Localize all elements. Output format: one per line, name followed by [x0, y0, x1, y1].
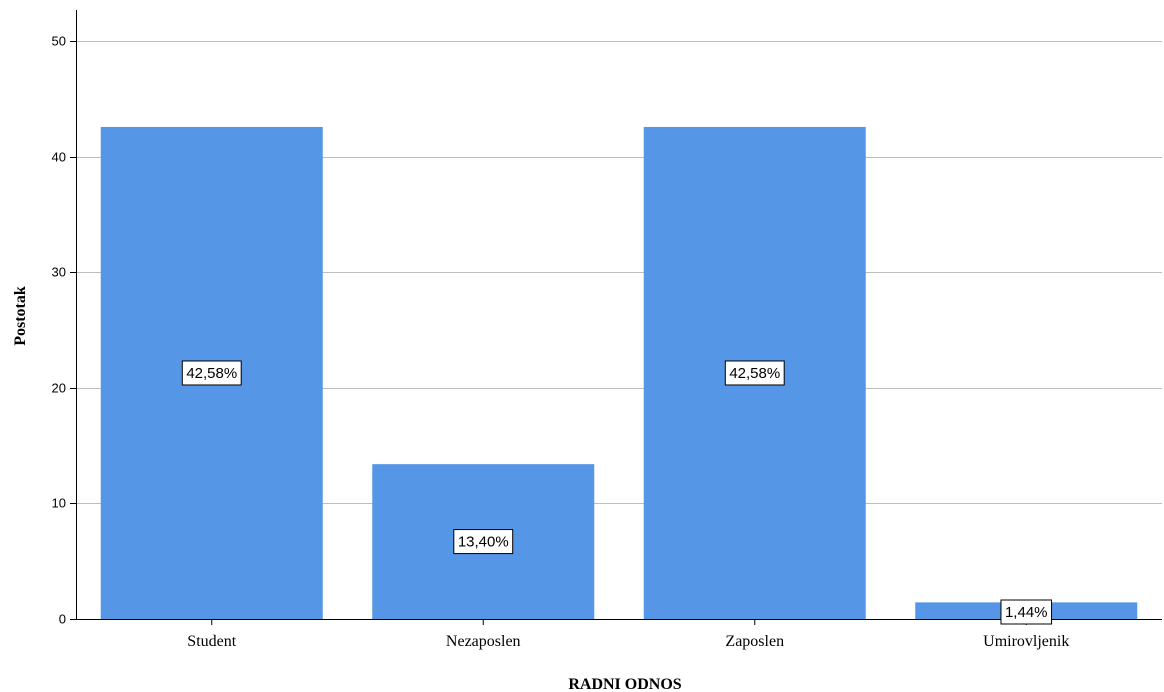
data-label-text: 42,58%	[729, 365, 780, 382]
y-tick-label: 20	[52, 381, 66, 396]
data-label: 42,58%	[181, 360, 242, 386]
x-axis-title: RADNI ODNOS	[568, 676, 681, 692]
x-tick-label: Zaposlen	[725, 633, 784, 650]
y-tick-label: 10	[52, 496, 66, 511]
y-axis-title: Postotak	[12, 286, 29, 346]
y-tick-label: 30	[52, 265, 66, 280]
x-tick-label: Student	[187, 633, 236, 650]
data-label-box	[453, 529, 514, 555]
data-label: 42,58%	[724, 360, 785, 386]
data-label-text: 1,44%	[1005, 604, 1048, 621]
data-label-box	[724, 360, 785, 386]
data-label-text: 42,58%	[186, 365, 237, 382]
y-tick-label: 40	[52, 150, 66, 165]
x-tick-labels: Student Nezaposlen Zaposlen Umirovljenik	[187, 633, 1069, 650]
data-labels: 42,58% 13,40% 42,58% 1,44%	[181, 360, 1053, 625]
y-tick-labels: 0 10 20 30 40 50	[52, 34, 66, 627]
bars	[100, 126, 1138, 620]
x-tick-label: Umirovljenik	[983, 633, 1069, 650]
data-label: 1,44%	[1000, 599, 1053, 625]
data-label-box	[1000, 599, 1053, 625]
y-tick-label: 50	[52, 34, 66, 49]
x-tick-label: Nezaposlen	[446, 633, 521, 650]
y-tick-label: 0	[59, 612, 66, 627]
axes	[70, 10, 1162, 625]
data-label: 13,40%	[453, 529, 514, 555]
data-label-box	[181, 360, 242, 386]
data-label-text: 13,40%	[458, 534, 509, 551]
